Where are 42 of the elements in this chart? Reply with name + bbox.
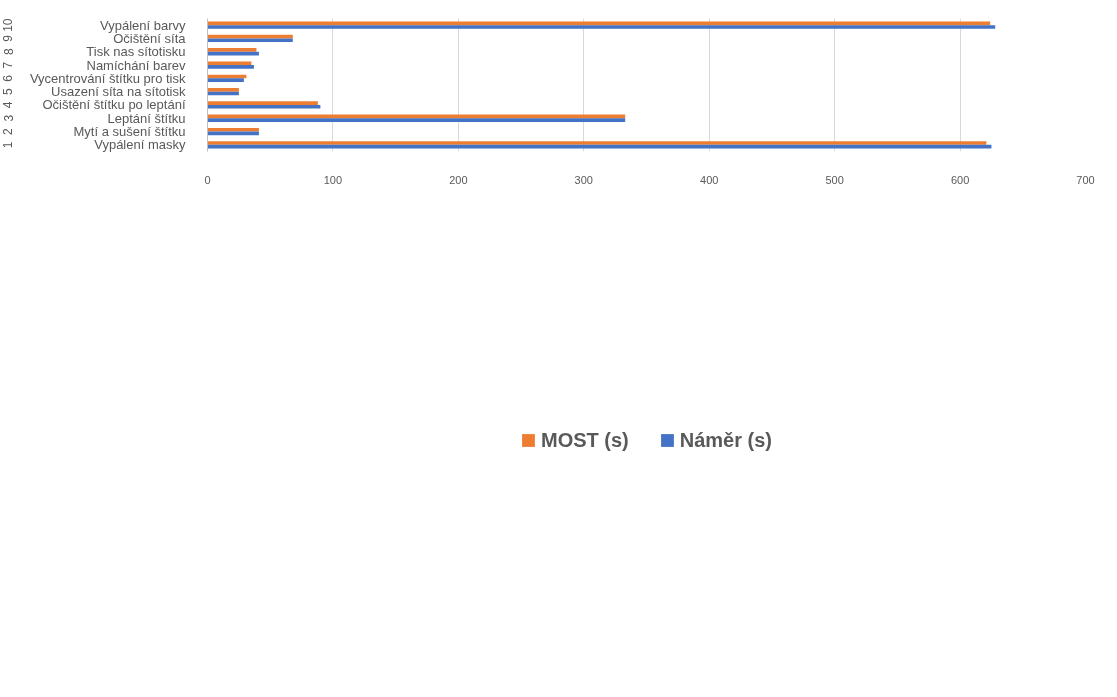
bar <box>207 65 254 69</box>
bar <box>207 118 626 122</box>
y-tick-label: Usazení síta na sítotisk <box>51 84 186 100</box>
x-tick-label: 200 <box>449 173 468 186</box>
y-tick-label: Očištění štítku po leptání <box>42 97 186 113</box>
x-tick-label: 600 <box>950 173 970 186</box>
x-tick-label: 700 <box>1076 173 1095 186</box>
x-tick-label: 400 <box>700 173 719 186</box>
y-tick-label: Tisk nas sítotisku <box>86 44 186 60</box>
text: 6 <box>1 74 16 82</box>
legend-label: MOST (s) <box>540 428 629 452</box>
bar <box>207 25 996 29</box>
text: 5 <box>1 87 16 95</box>
bar <box>207 104 321 109</box>
bar <box>207 87 239 92</box>
x-tick-label: 300 <box>574 173 593 186</box>
text: 1 <box>1 141 16 149</box>
y-tick-label: Vypálení masky <box>94 137 186 153</box>
x-tick-label: 100 <box>323 173 343 186</box>
bar <box>207 144 992 149</box>
x-tick-label: 500 <box>825 173 844 186</box>
y-tick-label: Vypálení barvy <box>99 17 186 33</box>
text: 10 <box>1 18 16 32</box>
bar <box>207 48 257 52</box>
text: 4 <box>1 101 16 109</box>
bar <box>207 101 318 105</box>
bar <box>207 141 987 145</box>
text: 2 <box>1 127 16 135</box>
bar <box>207 21 991 26</box>
bar <box>207 127 259 132</box>
y-tick-label: Mytí a sušení štítku <box>73 124 186 140</box>
bar <box>207 61 252 66</box>
text: 8 <box>1 48 16 56</box>
bar <box>207 38 293 43</box>
y-tick-label: Namíchání barev <box>86 57 186 73</box>
text: 3 <box>1 114 16 122</box>
y-tick-label: Vycentrování štítku pro tisk <box>29 70 186 86</box>
text: 7 <box>1 61 16 69</box>
text: 9 <box>1 34 16 42</box>
x-tick-label: 0 <box>204 173 211 186</box>
bar <box>207 78 244 83</box>
legend-label: Náměr (s) <box>679 428 773 452</box>
